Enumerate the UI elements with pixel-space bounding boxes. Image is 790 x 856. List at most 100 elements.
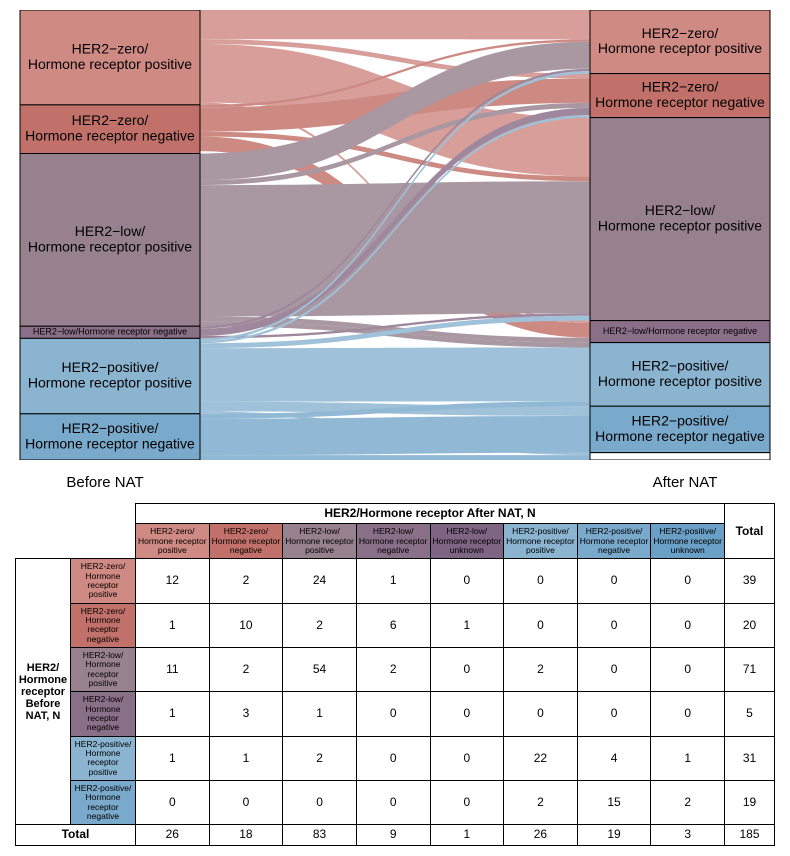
col-total: 83 (283, 825, 357, 845)
row-total: 5 (725, 692, 775, 736)
col-header: HER2-positive/Hormone receptorpositive (504, 524, 578, 559)
table-header-row-2: HER2-zero/Hormone receptorpositiveHER2-z… (16, 524, 775, 559)
row-total: 31 (725, 736, 775, 780)
col-total: 19 (577, 825, 651, 845)
sankey-node-label: Hormone receptor positive (28, 56, 192, 72)
table-row: HER2-zero/Hormone receptornegative110261… (16, 603, 775, 647)
col-header: HER2-positive/Hormone receptornegative (577, 524, 651, 559)
sankey-flow (200, 181, 590, 316)
table-cell: 0 (283, 781, 357, 825)
row-total-header: Total (16, 825, 136, 845)
sankey-node-label: Hormone receptor negative (595, 428, 765, 444)
table-cell: 22 (504, 736, 578, 780)
row-header: HER2-low/Hormone receptorpositive (71, 647, 136, 691)
sankey-node-label: HER2−zero/ (642, 25, 719, 41)
table-cell: 12 (136, 559, 210, 603)
sankey-node-label: HER2−zero/ (642, 79, 719, 95)
row-header: HER2-low/Hormone receptornegative (71, 692, 136, 736)
table-cell: 0 (651, 692, 725, 736)
table-cell: 0 (430, 559, 504, 603)
sankey-node-label: Hormone receptor positive (598, 218, 762, 234)
axis-labels: Before NAT After NAT (10, 474, 780, 491)
table-cell: 1 (356, 559, 430, 603)
table-cell: 0 (504, 559, 578, 603)
sankey-node-label: HER2−low/Hormone receptor negative (33, 327, 187, 337)
col-header: HER2-low/Hormone receptorpositive (283, 524, 357, 559)
row-total: 20 (725, 603, 775, 647)
sankey-node-label: HER2−positive/ (62, 359, 159, 375)
table-row: HER2-positive/Hormone receptorpositive11… (16, 736, 775, 780)
sankey-node-label: HER2−positive/ (632, 357, 729, 373)
row-total: 71 (725, 647, 775, 691)
table-cell: 0 (136, 781, 210, 825)
sankey-node-label: Hormone receptor positive (598, 373, 762, 389)
table-cell: 54 (283, 647, 357, 691)
table-cell: 0 (504, 692, 578, 736)
sankey-node-label: Hormone receptor negative (25, 128, 195, 144)
table-cell: 15 (577, 781, 651, 825)
sankey-svg: HER2−zero/Hormone receptor positiveHER2−… (10, 10, 780, 460)
table-cell: 2 (209, 559, 283, 603)
sankey-node-label: HER2−positive/ (632, 412, 729, 428)
col-header: HER2-low/Hormone receptorunknown (430, 524, 504, 559)
table-cell: 1 (136, 692, 210, 736)
table-cell: 0 (504, 603, 578, 647)
table-row: HER2-low/Hormone receptorpositive1125420… (16, 647, 775, 691)
sankey-diagram: HER2−zero/Hormone receptor positiveHER2−… (10, 10, 780, 470)
sankey-node-label: HER2−low/ (645, 202, 716, 218)
col-header: HER2-zero/Hormone receptornegative (209, 524, 283, 559)
sankey-node-label: Hormone receptor negative (595, 94, 765, 110)
table-cell: 0 (577, 603, 651, 647)
sankey-node-label: Hormone receptor positive (28, 374, 192, 390)
table-cell: 2 (283, 603, 357, 647)
sankey-node-label: Hormone receptor negative (25, 435, 195, 451)
table-cell: 0 (356, 692, 430, 736)
sankey-node-label: Hormone receptor positive (598, 40, 762, 56)
row-total: 39 (725, 559, 775, 603)
sankey-flow (200, 10, 590, 39)
table-cell: 1 (136, 736, 210, 780)
row-header: HER2-positive/Hormone receptornegative (71, 781, 136, 825)
table-cell: 4 (577, 736, 651, 780)
table-cell: 1 (136, 603, 210, 647)
row-header: HER2-zero/Hormone receptornegative (71, 603, 136, 647)
col-header: HER2-positive/Hormone receptorunknown (651, 524, 725, 559)
table-cell: 1 (283, 692, 357, 736)
table-cell: 0 (577, 647, 651, 691)
table-cell: 0 (430, 647, 504, 691)
sankey-flow (200, 416, 590, 455)
table-cell: 0 (577, 692, 651, 736)
table-cell: 2 (283, 736, 357, 780)
col-total-header: Total (725, 504, 775, 559)
col-total: 18 (209, 825, 283, 845)
col-header: HER2-low/Hormone receptornegative (356, 524, 430, 559)
row-total: 19 (725, 781, 775, 825)
col-total: 26 (136, 825, 210, 845)
sankey-node-right (590, 453, 770, 460)
table-cell: 24 (283, 559, 357, 603)
table-cell: 10 (209, 603, 283, 647)
sankey-node-label: HER2−low/Hormone receptor negative (603, 326, 757, 336)
table-cell: 0 (430, 781, 504, 825)
sankey-node-label: Hormone receptor positive (28, 238, 192, 254)
table-header-row-1: HER2/Hormone receptor After NAT, N Total (16, 504, 775, 524)
col-total: 1 (430, 825, 504, 845)
table-cell: 6 (356, 603, 430, 647)
crosstab-table: HER2/Hormone receptor After NAT, N Total… (15, 503, 775, 846)
table-cell: 2 (356, 647, 430, 691)
axis-label-left: Before NAT (10, 474, 200, 491)
table-row: HER2-positive/Hormone receptornegative00… (16, 781, 775, 825)
table-cell: 0 (577, 559, 651, 603)
table-totals-row: Total 2618839126193185 (16, 825, 775, 845)
table-row: HER2/HormonereceptorBeforeNAT, NHER2-zer… (16, 559, 775, 603)
axis-label-right: After NAT (590, 474, 780, 491)
grand-total: 185 (725, 825, 775, 845)
table-cell: 2 (651, 781, 725, 825)
sankey-node-label: HER2−zero/ (72, 40, 149, 56)
table-cell: 0 (430, 736, 504, 780)
table-cell: 11 (136, 647, 210, 691)
table-cell: 1 (651, 736, 725, 780)
table-cell: 1 (430, 603, 504, 647)
table-cell: 2 (504, 781, 578, 825)
row-header: HER2-zero/Hormone receptorpositive (71, 559, 136, 603)
